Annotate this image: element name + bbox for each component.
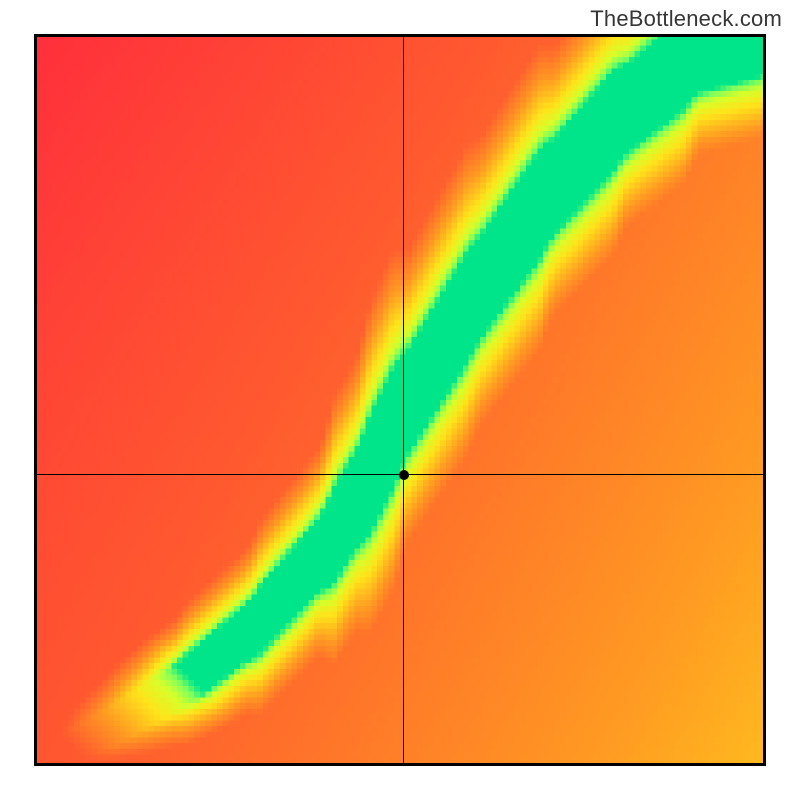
chart-container: TheBottleneck.com (0, 0, 800, 800)
heatmap-canvas (34, 34, 766, 766)
watermark-text: TheBottleneck.com (590, 6, 782, 32)
plot-frame (34, 34, 766, 766)
